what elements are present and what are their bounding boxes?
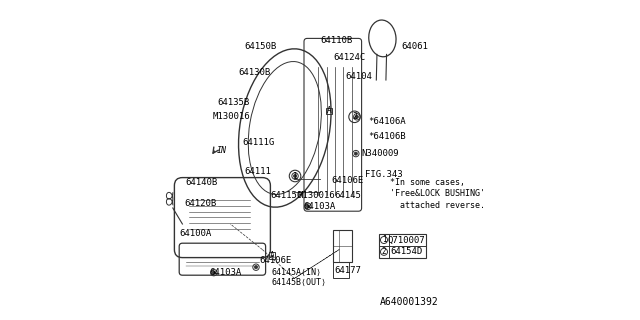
Text: *In some cases,
'Free&LOCK BUSHING'
  attached reverse.: *In some cases, 'Free&LOCK BUSHING' atta… [390, 178, 484, 210]
Circle shape [212, 271, 215, 274]
Text: 641150: 641150 [270, 191, 303, 200]
Text: Q710007: Q710007 [388, 236, 425, 244]
Circle shape [255, 266, 258, 269]
Text: 64106E: 64106E [332, 176, 364, 185]
Text: 64177: 64177 [334, 266, 361, 275]
Text: 1: 1 [381, 236, 387, 244]
Text: 64145B⟨OUT⟩: 64145B⟨OUT⟩ [271, 278, 326, 287]
Text: *64106B: *64106B [368, 132, 406, 140]
Text: A640001392: A640001392 [380, 297, 438, 307]
Text: M130016: M130016 [212, 112, 250, 121]
Text: 64120B: 64120B [184, 199, 216, 208]
Text: 64103A: 64103A [210, 268, 242, 277]
Circle shape [293, 174, 297, 178]
Text: 64104: 64104 [346, 72, 372, 81]
Text: 64111: 64111 [245, 167, 271, 176]
Bar [380, 234, 426, 258]
Text: 64100A: 64100A [179, 229, 211, 238]
Text: 64111G: 64111G [243, 138, 275, 147]
Text: A: A [269, 251, 275, 260]
Text: 64103A: 64103A [303, 202, 335, 211]
Text: 64106E: 64106E [259, 256, 291, 265]
Text: FIG.343: FIG.343 [365, 170, 403, 179]
Text: M130016: M130016 [298, 191, 335, 200]
Circle shape [355, 152, 358, 155]
Text: *64106A: *64106A [368, 117, 406, 126]
Text: 64150B: 64150B [245, 42, 277, 51]
Text: 64154D: 64154D [390, 247, 422, 256]
Text: 64110B: 64110B [320, 36, 352, 44]
Text: 64061: 64061 [402, 42, 428, 51]
Text: 64135B: 64135B [217, 98, 249, 107]
Text: 1: 1 [292, 172, 298, 180]
Bar [333, 230, 352, 262]
Text: IN: IN [217, 146, 227, 155]
Bar [326, 108, 332, 114]
Text: N340009: N340009 [362, 149, 399, 158]
Text: A: A [327, 106, 332, 115]
Text: 64124C: 64124C [334, 53, 366, 62]
Text: 64145: 64145 [334, 191, 361, 200]
Text: 64145A⟨IN⟩: 64145A⟨IN⟩ [271, 268, 321, 276]
Circle shape [307, 205, 310, 208]
Bar [269, 252, 275, 259]
Circle shape [355, 115, 358, 118]
Text: 2: 2 [381, 247, 387, 256]
Text: 64130B: 64130B [239, 68, 271, 76]
Text: 2: 2 [352, 112, 357, 121]
Text: 64140B: 64140B [186, 178, 218, 187]
Bar [333, 262, 349, 278]
